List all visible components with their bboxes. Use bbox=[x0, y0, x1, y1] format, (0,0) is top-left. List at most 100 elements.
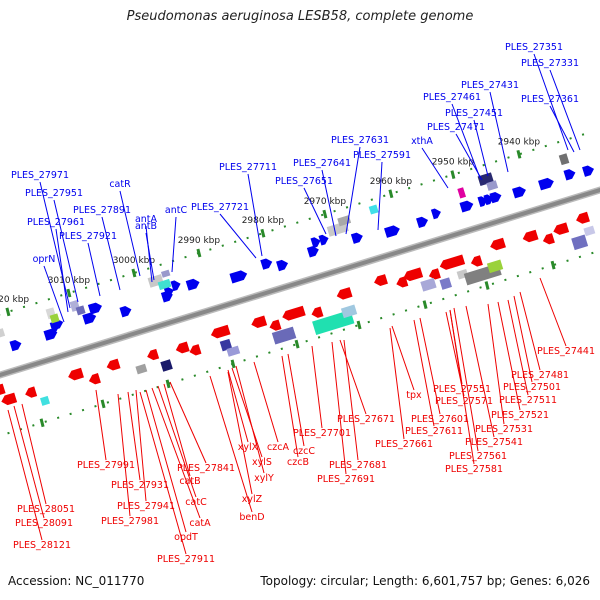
kbp-major-tick bbox=[100, 399, 106, 409]
forward-leader-line bbox=[421, 147, 449, 189]
kbp-major-tick bbox=[294, 339, 300, 349]
reverse-gene-label: PLES_27601 bbox=[411, 414, 469, 425]
reverse-leader-line bbox=[449, 309, 475, 465]
reverse-leader-line bbox=[497, 301, 521, 411]
reverse-gene-label: PLES_27581 bbox=[445, 464, 503, 475]
forward-leader-line bbox=[377, 161, 383, 231]
reverse-leader-line bbox=[519, 291, 541, 371]
forward-gene-label: antC bbox=[165, 205, 188, 216]
kbp-major-tick bbox=[388, 189, 394, 199]
kbp-label: 2970 kbp bbox=[304, 197, 347, 207]
kbp-ruler: 3020 kbp 3010 kbp 3000 kbp 2990 kbp 2980 kbp… bbox=[0, 130, 600, 435]
reverse-gene-arrow bbox=[311, 306, 324, 318]
feature-block bbox=[420, 277, 437, 292]
reverse-gene-label: PLES_27551 bbox=[433, 384, 491, 395]
forward-leader-line bbox=[101, 216, 121, 291]
forward-leader-line bbox=[455, 133, 483, 181]
reverse-gene-label: PLES_27571 bbox=[435, 396, 493, 407]
reverse-gene-label: PLES_27661 bbox=[375, 439, 433, 450]
forward-gene-arrow bbox=[489, 191, 502, 204]
kbp-major-tick bbox=[196, 248, 202, 258]
kbp-major-tick bbox=[422, 300, 428, 309]
forward-gene-arrow bbox=[91, 302, 102, 314]
forward-gene-label: PLES_27971 bbox=[11, 170, 69, 181]
reverse-leader-line bbox=[391, 325, 415, 391]
forward-gene-label: PLES_27711 bbox=[219, 162, 277, 173]
forward-gene-arrow bbox=[276, 259, 289, 272]
reverse-leader-line bbox=[7, 409, 43, 541]
forward-leader-line bbox=[39, 181, 71, 309]
reverse-leader-line bbox=[95, 389, 107, 461]
reverse-gene-label: PLES_27501 bbox=[503, 382, 561, 393]
forward-gene-arrow bbox=[229, 270, 248, 284]
forward-gene-label: PLES_27641 bbox=[293, 158, 351, 169]
feature-block bbox=[340, 304, 358, 319]
kbp-major-tick bbox=[39, 418, 45, 428]
reverse-leader-line bbox=[169, 381, 207, 464]
forward-gene-label: PLES_27461 bbox=[423, 92, 481, 103]
kbp-label: 2960 kbp bbox=[370, 177, 413, 187]
reverse-gene-label: benD bbox=[239, 512, 264, 523]
feature-block bbox=[160, 269, 171, 278]
feature-block bbox=[157, 278, 172, 291]
forward-gene-arrow bbox=[384, 225, 400, 238]
forward-leader-line bbox=[219, 213, 257, 259]
reverse-gene-label: catB bbox=[179, 476, 200, 487]
reverse-leader-line bbox=[139, 391, 187, 555]
reverse-gene-label: PLES_27511 bbox=[499, 395, 557, 406]
forward-gene-label: antB bbox=[135, 221, 157, 232]
kbp-major-tick bbox=[66, 288, 72, 298]
kbp-label: 3020 kbp bbox=[0, 295, 29, 305]
feature-block bbox=[571, 234, 589, 251]
reverse-gene-label: xylS bbox=[252, 457, 272, 468]
reverse-leader-line bbox=[117, 393, 131, 517]
reverse-leader-line bbox=[13, 405, 45, 519]
forward-gene-arrow bbox=[563, 169, 576, 181]
forward-leader-line bbox=[53, 199, 79, 303]
kbp-label: 3000 kbp bbox=[113, 256, 156, 266]
reverse-leader-line bbox=[413, 319, 435, 427]
forward-gene-arrow bbox=[306, 246, 319, 258]
forward-leader-line bbox=[303, 187, 327, 235]
gene-labels: PLES_27351 PLES_27331PLES_27431PLES_27361… bbox=[11, 42, 595, 565]
reverse-leader-line bbox=[311, 345, 323, 429]
reverse-leader-line bbox=[253, 361, 279, 443]
forward-gene-label: PLES_27651 bbox=[275, 176, 333, 187]
forward-gene-label: PLES_27961 bbox=[27, 217, 85, 228]
forward-gene-arrow bbox=[459, 200, 474, 213]
kbp-label: 2940 kbp bbox=[498, 137, 541, 147]
reverse-leader-line bbox=[21, 403, 47, 505]
forward-gene-arrow bbox=[9, 339, 22, 352]
reverse-leader-line bbox=[419, 317, 441, 415]
kbp-major-tick bbox=[484, 281, 490, 290]
reverse-gene-arrow bbox=[490, 237, 506, 251]
accession-label: Accession: NC_011770 bbox=[8, 574, 145, 588]
reverse-leader-line bbox=[507, 299, 529, 396]
kbp-major-tick bbox=[165, 379, 171, 389]
forward-gene-label: PLES_27351 bbox=[505, 42, 563, 53]
reverse-leader-line bbox=[235, 365, 265, 474]
feature-block bbox=[583, 225, 596, 237]
reverse-gene-label: PLES_27991 bbox=[77, 460, 135, 471]
reverse-gene-arrow bbox=[189, 344, 202, 356]
reverse-leader-line bbox=[209, 375, 253, 513]
reverse-gene-arrow bbox=[396, 276, 409, 288]
reverse-gene-label: czcB bbox=[287, 457, 309, 468]
reverse-gene-label: PLES_27441 bbox=[537, 346, 595, 357]
reverse-gene-label: PLES_27931 bbox=[111, 480, 169, 491]
reverse-gene-label: czcC bbox=[293, 446, 315, 457]
reverse-gene-label: PLES_28051 bbox=[17, 504, 75, 515]
feature-block bbox=[40, 395, 51, 406]
reverse-gene-label: PLES_27981 bbox=[101, 516, 159, 527]
forward-gene-label: PLES_27921 bbox=[59, 231, 117, 242]
kbp-label: 3010 kbp bbox=[48, 276, 91, 286]
kbp-major-tick bbox=[230, 359, 236, 369]
reverse-gene-arrow bbox=[269, 319, 282, 331]
forward-leader-line bbox=[43, 265, 65, 323]
feature-block bbox=[135, 363, 148, 375]
reverse-gene-label: xylY bbox=[254, 473, 274, 484]
reverse-gene-label: PLES_28091 bbox=[15, 518, 73, 529]
forward-gene-label: catR bbox=[109, 179, 131, 190]
forward-gene-label: PLES_27361 bbox=[521, 94, 579, 105]
reverse-leader-line bbox=[389, 327, 405, 440]
